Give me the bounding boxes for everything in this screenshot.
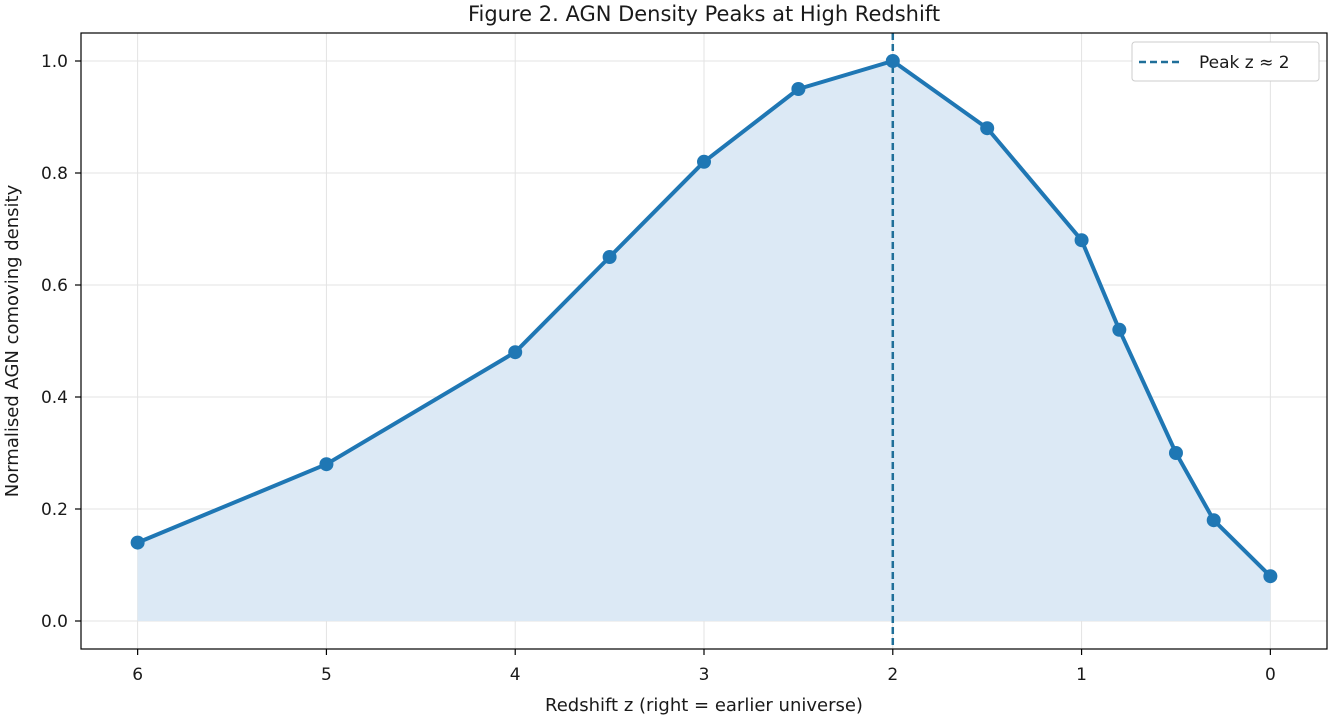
data-point <box>1263 569 1278 584</box>
data-point <box>980 121 995 136</box>
x-tick-label: 3 <box>699 665 710 685</box>
data-point <box>602 250 617 264</box>
y-tick-label: 0.6 <box>41 276 68 296</box>
legend-box <box>1131 41 1320 82</box>
x-axis-label: Redshift z (right = earlier universe) <box>545 695 863 716</box>
x-axis-ticks: 6 5 4 3 2 1 0 <box>132 649 1276 685</box>
y-tick-label: 0.4 <box>41 388 68 408</box>
data-point <box>791 82 806 96</box>
x-tick-label: 1 <box>1076 665 1087 685</box>
x-tick-label: 6 <box>132 665 143 685</box>
area-fill <box>137 61 1271 621</box>
data-point <box>697 154 711 169</box>
data-point <box>885 54 900 68</box>
legend-label-peak: Peak z ≈ 2 <box>1199 53 1290 73</box>
data-point <box>1112 322 1127 337</box>
data-points <box>130 54 1278 584</box>
data-point <box>1074 233 1089 248</box>
y-tick-label: 0.8 <box>41 164 68 184</box>
x-tick-label: 5 <box>321 665 332 685</box>
data-point <box>1168 446 1183 460</box>
x-tick-label: 0 <box>1265 665 1276 685</box>
data-point <box>130 535 145 550</box>
y-tick-label: 0.0 <box>41 612 68 632</box>
y-tick-label: 1.0 <box>41 52 68 72</box>
y-axis-label: Normalised AGN comoving density <box>2 184 23 497</box>
y-axis-ticks: 0.0 0.2 0.4 0.6 0.8 1.0 <box>41 52 81 632</box>
data-point <box>1206 513 1221 528</box>
area-fill-layer <box>137 61 1271 621</box>
y-tick-label: 0.2 <box>41 500 68 520</box>
x-tick-label: 4 <box>510 665 521 685</box>
data-point <box>508 345 523 360</box>
data-point <box>319 457 334 472</box>
legend: Peak z ≈ 2 <box>1131 41 1320 82</box>
x-tick-label: 2 <box>887 665 898 685</box>
chart-title: Figure 2. AGN Density Peaks at High Reds… <box>468 2 940 26</box>
